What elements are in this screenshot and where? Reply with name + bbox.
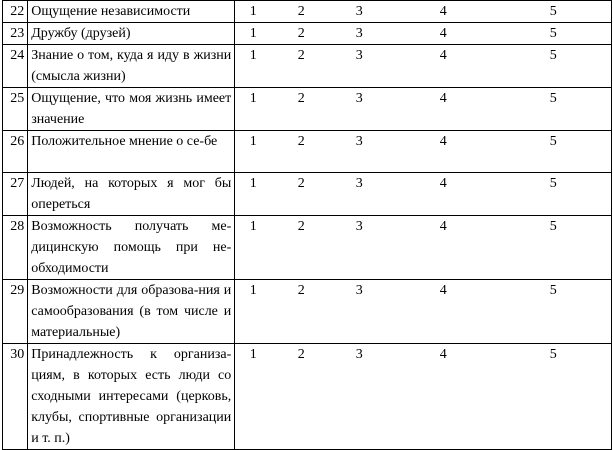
item-text: Возможность получать ме-дицинскую помощь… <box>27 215 236 280</box>
rating-option[interactable]: 5 <box>549 219 557 234</box>
rating-option[interactable]: 3 <box>355 219 363 234</box>
item-number: 22 <box>1 0 29 23</box>
rating-option[interactable]: 1 <box>249 283 257 298</box>
table-row: 30 Принадлежность к организа-циям, в кото… <box>1 343 612 450</box>
item-number: 26 <box>1 130 29 173</box>
item-text: Ощущение независимости <box>27 0 236 23</box>
rating-option[interactable]: 4 <box>439 26 447 41</box>
rating-scale: 1 2 3 4 5 <box>234 44 612 88</box>
rating-option[interactable]: 4 <box>439 219 447 234</box>
rating-scale: 1 2 3 4 5 <box>234 87 612 131</box>
item-number: 25 <box>1 87 29 131</box>
item-number: 23 <box>1 22 29 45</box>
item-text: Ощущение, что моя жизнь имеет значение <box>27 87 236 131</box>
item-text: Принадлежность к организа-циям, в которы… <box>27 343 236 450</box>
item-number: 27 <box>1 172 29 216</box>
rating-option[interactable]: 5 <box>549 347 557 362</box>
rating-scale: 1 2 3 4 5 <box>234 172 612 216</box>
rating-option[interactable]: 5 <box>549 91 557 106</box>
rating-option[interactable]: 4 <box>439 176 447 191</box>
item-number: 28 <box>1 215 29 280</box>
item-text: Знание о том, куда я иду в жизни (смысла… <box>27 44 236 88</box>
rating-scale: 1 2 3 4 5 <box>234 22 612 45</box>
rating-option[interactable]: 4 <box>439 48 447 63</box>
rating-option[interactable]: 4 <box>439 347 447 362</box>
table-row: 24 Знание о том, куда я иду в жизни (смыс… <box>1 44 612 88</box>
table-row: 23 Дружбу (друзей) 1 2 3 4 5 <box>1 22 612 45</box>
rating-option[interactable]: 1 <box>249 347 257 362</box>
rating-option[interactable]: 2 <box>297 134 305 149</box>
rating-option[interactable]: 4 <box>439 91 447 106</box>
table-row: 28 Возможность получать ме-дицинскую помо… <box>1 215 612 280</box>
item-number: 30 <box>1 343 29 450</box>
item-text: Положительное мнение о се-бе <box>27 130 236 173</box>
rating-option[interactable]: 3 <box>355 91 363 106</box>
rating-option[interactable]: 1 <box>249 26 257 41</box>
rating-option[interactable]: 2 <box>297 176 305 191</box>
table-row: 26 Положительное мнение о се-бе 1 2 3 4 5 <box>1 130 612 173</box>
rating-option[interactable]: 3 <box>355 48 363 63</box>
rating-option[interactable]: 1 <box>249 91 257 106</box>
rating-option[interactable]: 3 <box>355 347 363 362</box>
rating-scale: 1 2 3 4 5 <box>234 343 612 450</box>
rating-option[interactable]: 3 <box>355 4 363 19</box>
table-row: 25 Ощущение, что моя жизнь имеет значение… <box>1 87 612 131</box>
rating-option[interactable]: 1 <box>249 4 257 19</box>
rating-option[interactable]: 1 <box>249 176 257 191</box>
rating-option[interactable]: 5 <box>549 48 557 63</box>
rating-option[interactable]: 2 <box>297 4 305 19</box>
rating-option[interactable]: 2 <box>297 219 305 234</box>
rating-option[interactable]: 2 <box>297 48 305 63</box>
rating-scale: 1 2 3 4 5 <box>234 130 612 173</box>
rating-option[interactable]: 3 <box>355 283 363 298</box>
rating-option[interactable]: 2 <box>297 283 305 298</box>
item-text: Возможности для образова-ния и самообраз… <box>27 279 236 344</box>
table-row: 29 Возможности для образова-ния и самообр… <box>1 279 612 344</box>
item-number: 24 <box>1 44 29 88</box>
rating-option[interactable]: 5 <box>549 4 557 19</box>
rating-option[interactable]: 1 <box>249 134 257 149</box>
item-number: 29 <box>1 279 29 344</box>
rating-scale: 1 2 3 4 5 <box>234 279 612 344</box>
table-row: 22 Ощущение независимости 1 2 3 4 5 <box>1 0 612 23</box>
rating-option[interactable]: 3 <box>355 26 363 41</box>
rating-option[interactable]: 4 <box>439 283 447 298</box>
rating-option[interactable]: 5 <box>549 283 557 298</box>
rating-option[interactable]: 3 <box>355 176 363 191</box>
item-text: Дружбу (друзей) <box>27 22 236 45</box>
rating-option[interactable]: 5 <box>549 176 557 191</box>
rating-scale: 1 2 3 4 5 <box>234 0 612 23</box>
table-row: 27 Людей, на которых я мог бы опереться 1 2… <box>1 172 612 216</box>
rating-option[interactable]: 3 <box>355 134 363 149</box>
rating-option[interactable]: 4 <box>439 4 447 19</box>
rating-option[interactable]: 1 <box>249 48 257 63</box>
rating-scale: 1 2 3 4 5 <box>234 215 612 280</box>
rating-option[interactable]: 4 <box>439 134 447 149</box>
rating-option[interactable]: 2 <box>297 347 305 362</box>
rating-option[interactable]: 5 <box>549 26 557 41</box>
rating-option[interactable]: 2 <box>297 91 305 106</box>
rating-option[interactable]: 5 <box>549 134 557 149</box>
item-text: Людей, на которых я мог бы опереться <box>27 172 236 216</box>
rating-option[interactable]: 2 <box>297 26 305 41</box>
rating-option[interactable]: 1 <box>249 219 257 234</box>
